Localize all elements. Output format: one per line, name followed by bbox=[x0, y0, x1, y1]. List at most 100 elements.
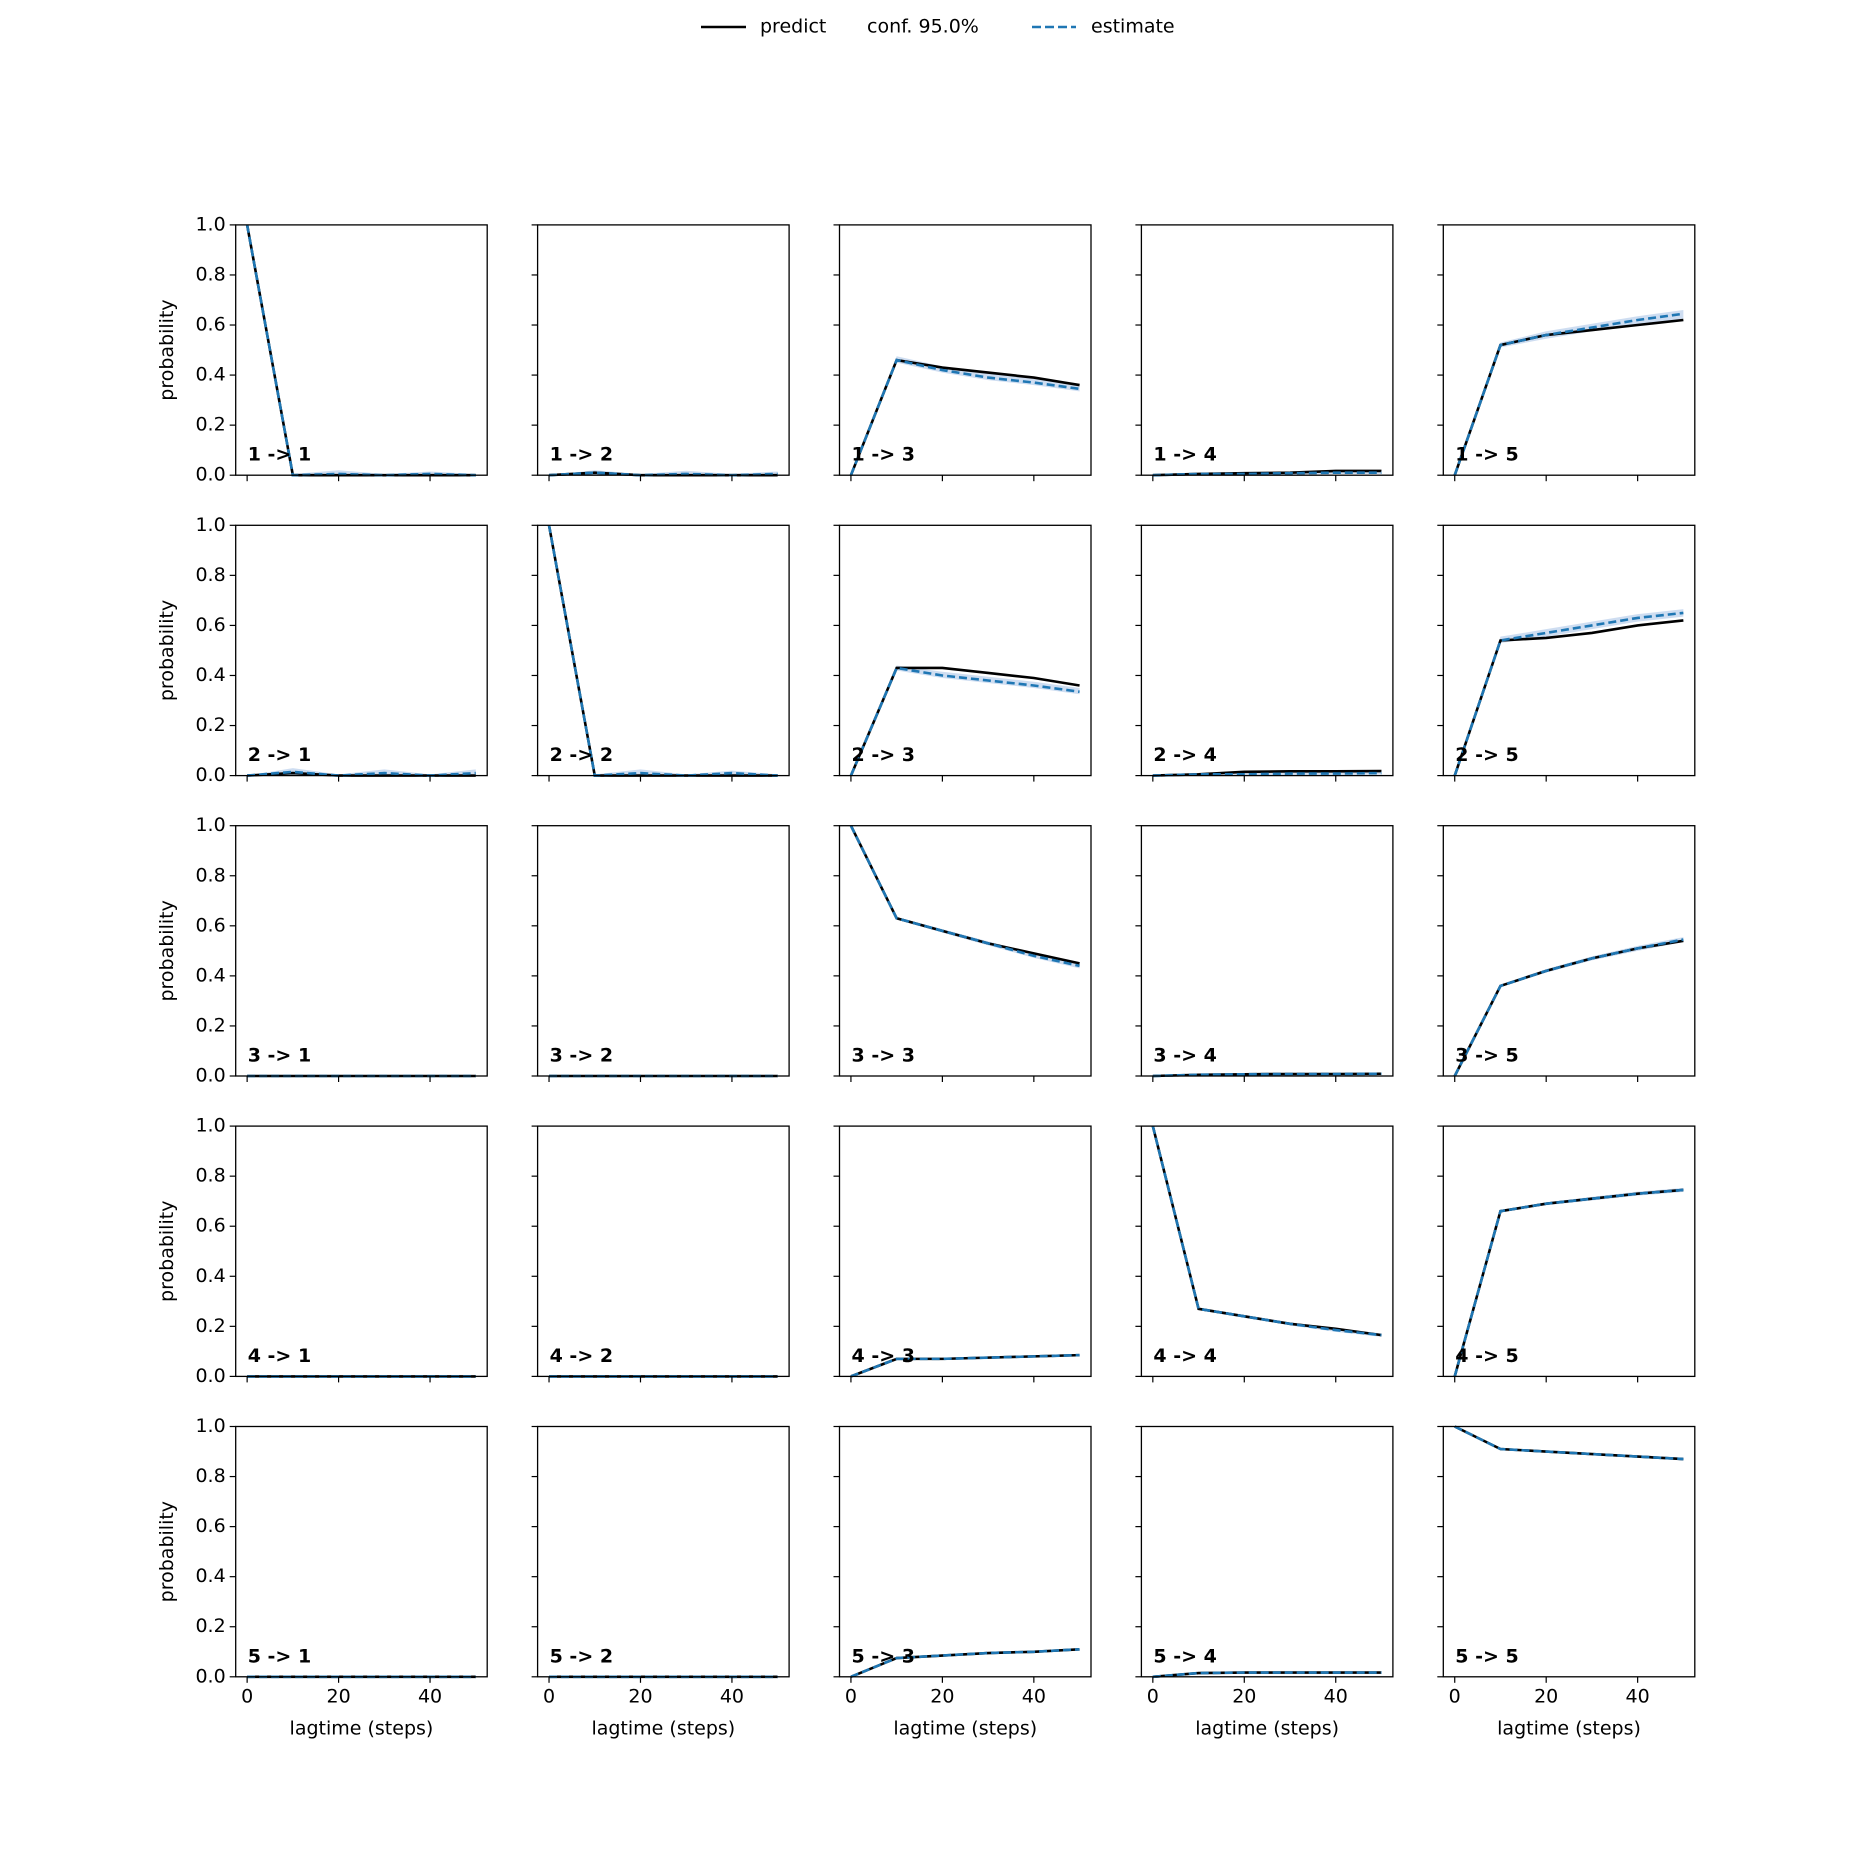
panel: 3 -> 5 bbox=[1437, 825, 1696, 1082]
y-axis-label: probability bbox=[156, 299, 178, 400]
predict-line bbox=[1453, 619, 1684, 777]
legend-label: predict bbox=[760, 16, 826, 38]
x-axis-label: lagtime (steps) bbox=[1195, 1717, 1339, 1739]
predict-line bbox=[547, 525, 778, 777]
panel-title: 3 -> 2 bbox=[550, 1045, 613, 1067]
y-tick-label: 1.0 bbox=[195, 1115, 225, 1137]
y-tick-label: 0.0 bbox=[195, 764, 225, 786]
estimate-line bbox=[1454, 1425, 1684, 1461]
axes-frame bbox=[1140, 1425, 1394, 1678]
panel: 0 20 40 lagtime (steps) 5 -> 4 bbox=[1135, 1425, 1394, 1739]
panel-title: 1 -> 3 bbox=[852, 444, 915, 466]
estimate-line bbox=[1152, 1072, 1382, 1078]
axes-frame bbox=[536, 1125, 790, 1378]
panel: 0 20 40 lagtime (steps) 5 -> 5 bbox=[1437, 1425, 1696, 1739]
axes-frame bbox=[1140, 1125, 1394, 1378]
predict-line bbox=[245, 224, 476, 477]
estimate-line bbox=[547, 525, 778, 777]
x-axis-label: lagtime (steps) bbox=[591, 1717, 735, 1739]
axes-frame bbox=[235, 224, 488, 476]
estimate-line bbox=[850, 1353, 1080, 1378]
panel: 0.0 0.2 0.4 0.6 0.8 1.0 0 20 40 probability lagtim… bbox=[156, 1415, 488, 1739]
panel: 3 -> 3 bbox=[833, 825, 1092, 1082]
axes-frame bbox=[536, 224, 790, 476]
panel: 4 -> 2 bbox=[531, 1125, 790, 1383]
panel-title: 5 -> 2 bbox=[550, 1645, 613, 1667]
panel-title: 1 -> 5 bbox=[1455, 444, 1518, 466]
y-tick-label: 0.4 bbox=[195, 964, 225, 986]
y-tick-label: 1.0 bbox=[195, 1415, 225, 1437]
panel: 4 -> 4 bbox=[1135, 1125, 1394, 1383]
panel-title: 3 -> 4 bbox=[1153, 1045, 1216, 1067]
x-tick-label: 0 bbox=[241, 1685, 253, 1707]
estimate-line bbox=[247, 770, 476, 777]
panel-title: 5 -> 4 bbox=[1153, 1645, 1216, 1667]
panel: 2 -> 3 bbox=[833, 524, 1092, 782]
y-tick-label: 0.2 bbox=[195, 414, 225, 436]
estimate-line bbox=[849, 666, 1080, 777]
estimate-line bbox=[850, 1647, 1080, 1679]
panel-title: 1 -> 4 bbox=[1153, 444, 1216, 466]
panel-title: 5 -> 3 bbox=[852, 1645, 915, 1667]
x-tick-label: 20 bbox=[628, 1685, 652, 1707]
y-tick-label: 1.0 bbox=[195, 213, 225, 235]
y-tick-label: 1.0 bbox=[195, 814, 225, 836]
x-tick-label: 20 bbox=[930, 1685, 954, 1707]
y-tick-label: 0.8 bbox=[195, 263, 225, 285]
legend-label: conf. 95.0% bbox=[867, 16, 979, 38]
panel-title: 4 -> 2 bbox=[550, 1345, 613, 1367]
confidence-band bbox=[247, 224, 476, 476]
estimate-line bbox=[1453, 1188, 1684, 1377]
x-axis-label: lagtime (steps) bbox=[290, 1717, 434, 1739]
y-tick-label: 0.8 bbox=[195, 864, 225, 886]
panel-title: 4 -> 4 bbox=[1153, 1345, 1216, 1367]
y-axis-label: probability bbox=[156, 600, 178, 701]
y-tick-label: 0.4 bbox=[195, 664, 225, 686]
axes-frame bbox=[838, 825, 1092, 1077]
legend-label: estimate bbox=[1091, 16, 1175, 38]
y-tick-label: 0.2 bbox=[195, 1615, 225, 1637]
confidence-band bbox=[549, 525, 778, 776]
panel-title: 3 -> 3 bbox=[852, 1045, 915, 1067]
panel-title: 3 -> 1 bbox=[248, 1045, 311, 1067]
x-tick-label: 40 bbox=[720, 1685, 744, 1707]
axes-frame bbox=[1442, 1425, 1696, 1678]
axes-frame bbox=[1442, 1125, 1696, 1378]
panel-title: 2 -> 2 bbox=[550, 744, 613, 766]
estimate-line bbox=[1151, 1125, 1382, 1337]
y-axis-label: probability bbox=[156, 1501, 178, 1602]
panel-title: 2 -> 4 bbox=[1153, 744, 1216, 766]
panel: 0 20 40 lagtime (steps) 5 -> 2 bbox=[531, 1425, 790, 1739]
axes-frame bbox=[536, 1425, 790, 1678]
x-tick-label: 0 bbox=[1147, 1685, 1159, 1707]
y-axis-label: probability bbox=[156, 900, 178, 1001]
estimate-line bbox=[1152, 771, 1382, 777]
panel-title: 2 -> 3 bbox=[852, 744, 915, 766]
panel: 0.0 0.2 0.4 0.6 0.8 1.0 probability 3 -> 1 bbox=[156, 814, 488, 1087]
x-tick-label: 40 bbox=[1626, 1685, 1650, 1707]
panel: 1 -> 5 bbox=[1437, 224, 1696, 482]
panel-title: 5 -> 1 bbox=[248, 1645, 311, 1667]
y-tick-label: 0.0 bbox=[195, 1365, 225, 1387]
x-tick-label: 20 bbox=[1534, 1685, 1558, 1707]
panel-title: 2 -> 1 bbox=[248, 744, 311, 766]
y-tick-label: 0.4 bbox=[195, 364, 225, 386]
panel: 4 -> 3 bbox=[833, 1125, 1092, 1383]
axes-frame bbox=[1140, 224, 1394, 476]
estimate-line bbox=[1453, 611, 1684, 777]
panel-title: 5 -> 5 bbox=[1455, 1645, 1518, 1667]
y-tick-label: 0.2 bbox=[195, 714, 225, 736]
panel: 2 -> 5 bbox=[1437, 524, 1696, 782]
y-tick-label: 1.0 bbox=[195, 514, 225, 536]
y-tick-label: 0.8 bbox=[195, 1465, 225, 1487]
predict-line bbox=[1151, 1125, 1382, 1337]
estimate-line bbox=[245, 224, 476, 477]
panel: 1 -> 3 bbox=[833, 224, 1092, 482]
estimate-line bbox=[849, 825, 1080, 968]
x-tick-label: 40 bbox=[1022, 1685, 1046, 1707]
y-tick-label: 0.8 bbox=[195, 1165, 225, 1187]
panel: 1 -> 4 bbox=[1135, 224, 1394, 482]
axes-frame bbox=[235, 825, 488, 1077]
y-tick-label: 0.0 bbox=[195, 1065, 225, 1087]
x-tick-label: 0 bbox=[1449, 1685, 1461, 1707]
